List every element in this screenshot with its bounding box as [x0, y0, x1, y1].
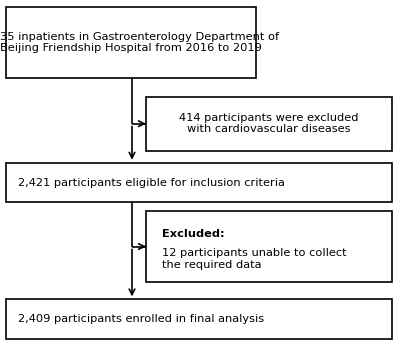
Bar: [146, 211, 392, 282]
Text: 2,409 participants enrolled in final analysis: 2,409 participants enrolled in final ana…: [18, 314, 264, 324]
Bar: [6, 299, 392, 339]
Bar: [6, 7, 256, 78]
Text: 414 participants were excluded
with cardiovascular diseases: 414 participants were excluded with card…: [179, 113, 359, 135]
Text: 12 participants unable to collect
the required data: 12 participants unable to collect the re…: [162, 248, 347, 270]
Text: 2,835 inpatients in Gastroenterology Department of
Beijing Friendship Hospital f: 2,835 inpatients in Gastroenterology Dep…: [0, 31, 280, 53]
Bar: [6, 163, 392, 202]
Text: 2,421 participants eligible for inclusion criteria: 2,421 participants eligible for inclusio…: [18, 177, 285, 188]
Text: Excluded:: Excluded:: [162, 229, 225, 239]
Bar: [146, 97, 392, 151]
